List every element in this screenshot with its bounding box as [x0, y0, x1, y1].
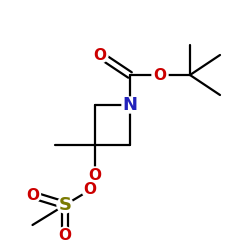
- Text: O: O: [88, 168, 102, 182]
- Text: O: O: [58, 228, 71, 242]
- Circle shape: [82, 182, 98, 198]
- Text: O: O: [26, 188, 39, 202]
- Circle shape: [92, 47, 108, 63]
- Circle shape: [152, 67, 168, 83]
- Circle shape: [57, 227, 73, 243]
- Circle shape: [122, 97, 138, 113]
- Circle shape: [87, 167, 103, 183]
- Text: N: N: [122, 96, 138, 114]
- Circle shape: [24, 187, 40, 203]
- Text: O: O: [154, 68, 166, 82]
- Circle shape: [57, 197, 73, 213]
- Text: O: O: [94, 48, 106, 62]
- Text: O: O: [84, 182, 96, 198]
- Text: S: S: [58, 196, 71, 214]
